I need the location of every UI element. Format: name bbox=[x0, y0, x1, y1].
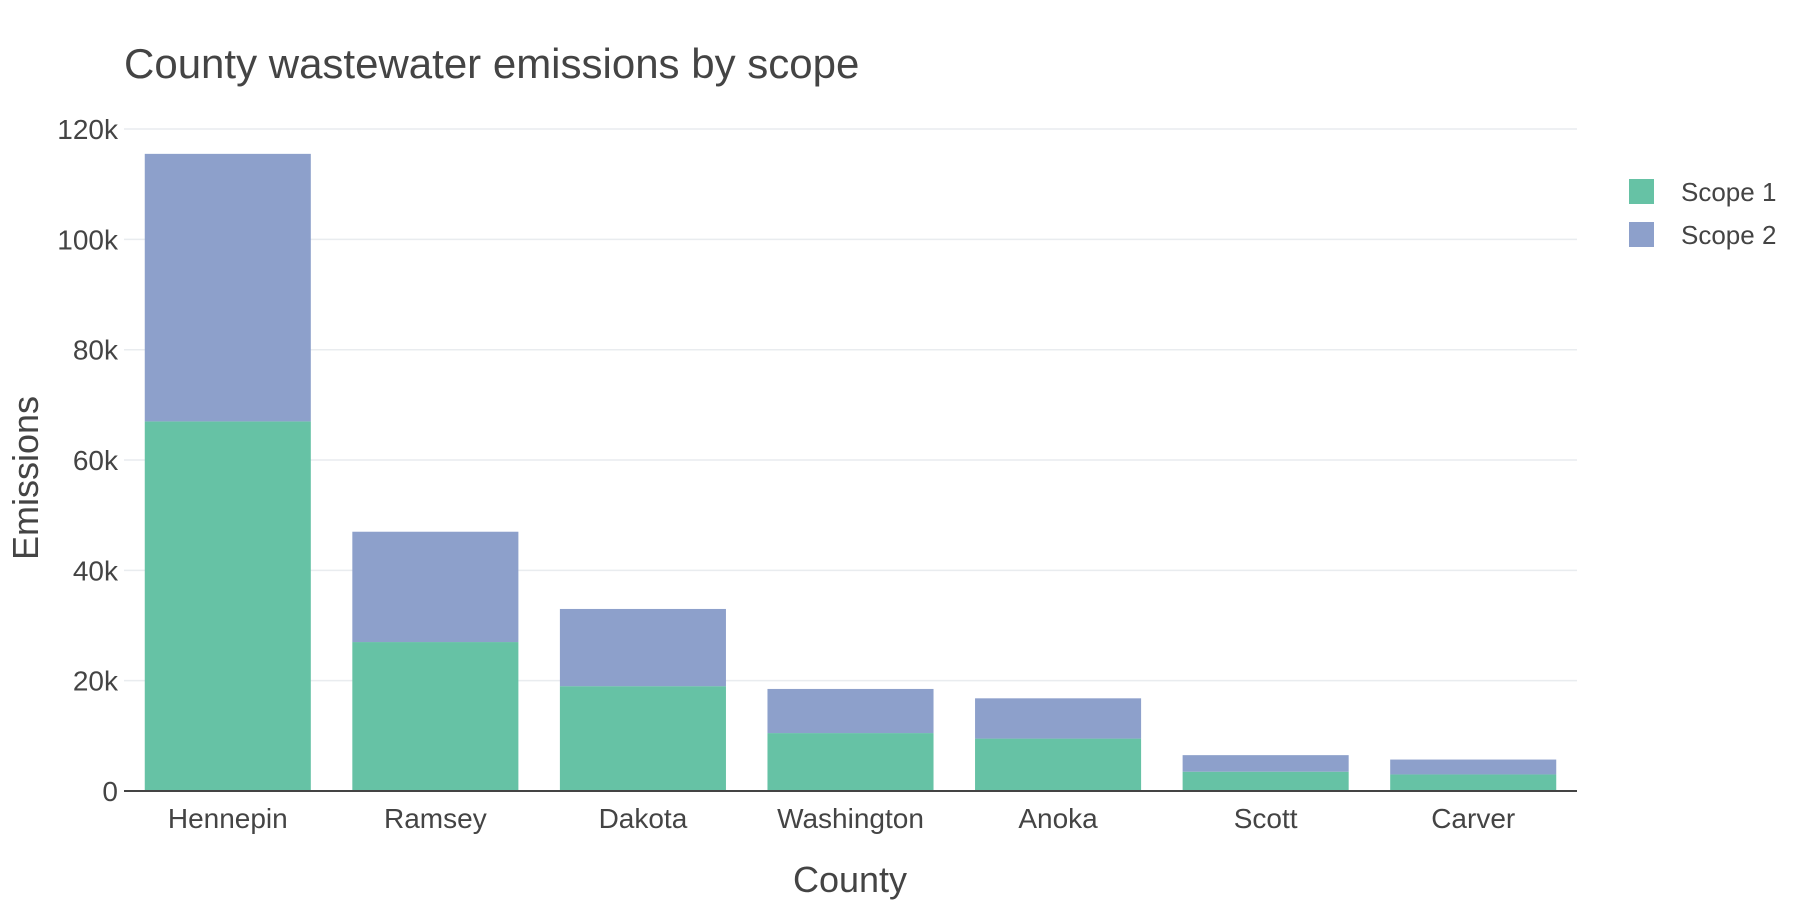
x-tick-label: Scott bbox=[1234, 803, 1298, 834]
chart-title: County wastewater emissions by scope bbox=[124, 40, 859, 87]
bar-scope-1-carver[interactable] bbox=[1390, 774, 1557, 791]
y-tick-label: 40k bbox=[73, 555, 119, 586]
bar-scope-1-ramsey[interactable] bbox=[352, 642, 519, 791]
x-axis-title: County bbox=[793, 859, 907, 900]
legend-swatch[interactable] bbox=[1629, 179, 1654, 204]
x-tick-label: Hennepin bbox=[168, 803, 288, 834]
bar-scope-2-washington[interactable] bbox=[767, 688, 934, 734]
bar-scope-1-dakota[interactable] bbox=[559, 686, 726, 791]
bar-scope-1-anoka[interactable] bbox=[975, 738, 1142, 791]
bar-scope-1-scott[interactable] bbox=[1182, 771, 1349, 791]
bar-scope-2-anoka[interactable] bbox=[975, 698, 1142, 739]
x-tick-label: Dakota bbox=[599, 803, 688, 834]
x-tick-label: Washington bbox=[777, 803, 924, 834]
x-tick-label: Anoka bbox=[1018, 803, 1098, 834]
y-tick-label: 120k bbox=[57, 114, 119, 145]
bar-scope-1-hennepin[interactable] bbox=[144, 421, 311, 791]
legend-label[interactable]: Scope 1 bbox=[1681, 177, 1776, 207]
gridlines bbox=[124, 128, 1577, 682]
bar-scope-2-ramsey[interactable] bbox=[352, 531, 519, 643]
y-tick-label: 80k bbox=[73, 335, 119, 366]
bar-scope-2-dakota[interactable] bbox=[559, 608, 726, 687]
y-axis-title: Emissions bbox=[5, 396, 46, 560]
bar-scope-1-washington[interactable] bbox=[767, 733, 934, 791]
y-tick-labels: 0 20k 40k 60k 80k 100k 120k bbox=[57, 114, 119, 807]
x-tick-label: Ramsey bbox=[384, 803, 487, 834]
legend-label[interactable]: Scope 2 bbox=[1681, 220, 1776, 250]
bar-scope-2-hennepin[interactable] bbox=[144, 153, 311, 422]
x-tick-labels: Hennepin Ramsey Dakota Washington Anoka Scott… bbox=[168, 803, 1515, 834]
legend-swatch[interactable] bbox=[1629, 222, 1654, 247]
y-tick-label: 60k bbox=[73, 445, 119, 476]
y-tick-label: 100k bbox=[57, 224, 119, 255]
legend: Scope 1 Scope 2 bbox=[1629, 177, 1776, 250]
x-tick-label: Carver bbox=[1431, 803, 1515, 834]
bar-scope-2-carver[interactable] bbox=[1390, 759, 1557, 775]
y-tick-label: 20k bbox=[73, 666, 119, 697]
y-tick-label: 0 bbox=[102, 776, 118, 807]
bars bbox=[144, 153, 1557, 791]
bar-scope-2-scott[interactable] bbox=[1182, 755, 1349, 772]
